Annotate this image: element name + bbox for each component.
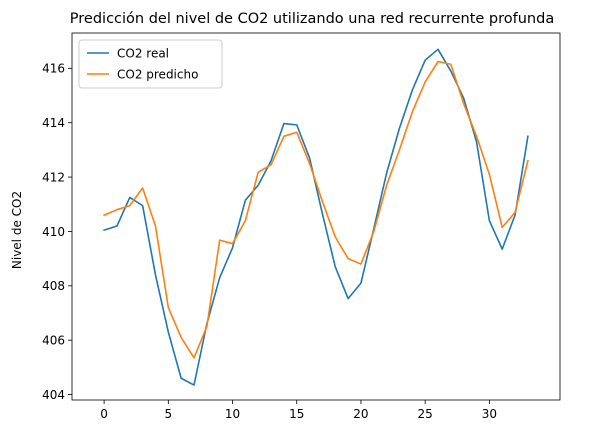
x-tick-label: 10 (225, 407, 240, 421)
y-tick-label: 404 (42, 388, 65, 402)
x-tick-label: 25 (418, 407, 433, 421)
series-line-1 (103, 48, 529, 386)
legend-label-2: CO2 predicho (117, 67, 198, 81)
y-axis-label: Nivel de CO2 (10, 191, 24, 269)
series-line-2 (103, 60, 529, 359)
y-tick-label: 406 (42, 333, 65, 347)
legend: CO2 real CO2 predicho (78, 39, 223, 89)
y-tick-label: 416 (42, 62, 65, 76)
x-tick-label: 15 (289, 407, 304, 421)
y-tick-label: 414 (42, 116, 65, 130)
y-tick-label: 412 (42, 170, 65, 184)
x-tick-label: 0 (100, 407, 108, 421)
plot-frame (71, 32, 561, 401)
chart-title: Predicción del nivel de CO2 utilizando u… (70, 11, 554, 27)
plot-area: 0 5 10 15 20 25 30 404 406 408 410 412 414 416 (42, 32, 561, 421)
x-tick-label: 20 (353, 407, 368, 421)
y-tick-label: 410 (42, 225, 65, 239)
x-tick-label: 5 (164, 407, 172, 421)
legend-box (78, 39, 223, 89)
legend-label-1: CO2 real (117, 46, 169, 60)
x-tick-label: 30 (482, 407, 497, 421)
y-tick-label: 408 (42, 279, 65, 293)
